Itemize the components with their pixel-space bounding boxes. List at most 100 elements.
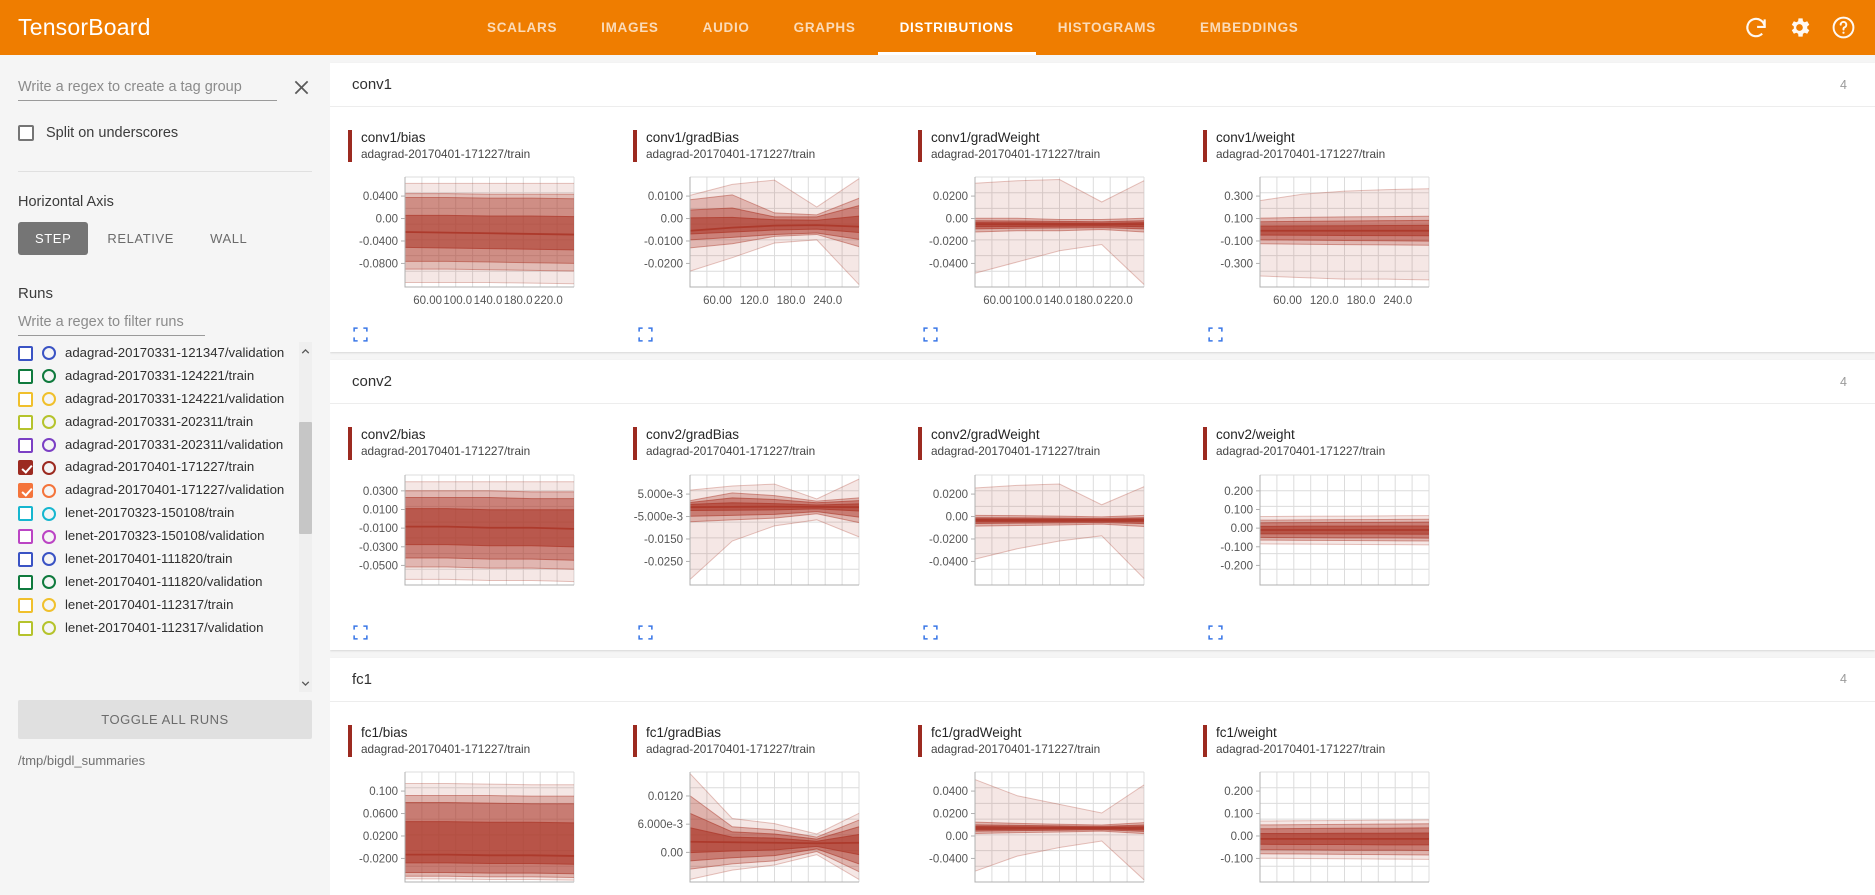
- distribution-plot[interactable]: 0.0200 0.00 -0.0200 -0.0400: [918, 467, 1150, 615]
- tab-histograms[interactable]: HISTOGRAMS: [1057, 20, 1156, 35]
- run-list-item[interactable]: adagrad-20170331-202311/train: [18, 411, 288, 434]
- run-color-circle-icon[interactable]: [42, 483, 56, 498]
- y-tick-label: -0.0200: [359, 854, 398, 866]
- run-color-circle-icon[interactable]: [42, 346, 56, 361]
- run-color-circle-icon[interactable]: [42, 598, 56, 613]
- percentile-edge-line: [974, 829, 1145, 832]
- percentile-edge-line: [689, 228, 860, 235]
- run-color-circle-icon[interactable]: [42, 460, 56, 475]
- tag-group-header[interactable]: conv1 4: [330, 63, 1875, 107]
- expand-chart-icon[interactable]: [352, 326, 615, 348]
- run-checkbox[interactable]: [18, 597, 33, 613]
- run-checkbox[interactable]: [18, 506, 33, 522]
- close-icon[interactable]: [291, 77, 312, 103]
- run-list-item[interactable]: lenet-20170323-150108/train: [18, 502, 288, 525]
- axis-option-relative[interactable]: RELATIVE: [107, 231, 175, 246]
- expand-chart-icon[interactable]: [1207, 624, 1470, 646]
- run-list-item[interactable]: adagrad-20170401-171227/validation: [18, 479, 288, 502]
- distribution-plot[interactable]: 0.0400 0.00 -0.0400 -0.0800 60.00 100.0 140.0 1…: [348, 169, 580, 317]
- tab-audio[interactable]: AUDIO: [702, 20, 750, 35]
- run-list-item[interactable]: lenet-20170401-111820/train: [18, 548, 288, 571]
- run-color-circle-icon[interactable]: [42, 552, 56, 567]
- distribution-plot[interactable]: 0.0300 0.0100 -0.0100 -0.0300 -0.0500: [348, 467, 580, 615]
- distribution-plot[interactable]: 0.0120 6.000e-3 0.00: [633, 764, 865, 895]
- run-color-circle-icon[interactable]: [42, 575, 56, 590]
- run-checkbox[interactable]: [18, 551, 33, 567]
- run-checkbox[interactable]: [18, 437, 33, 453]
- y-tick-label: -0.200: [1220, 560, 1253, 572]
- run-color-circle-icon[interactable]: [42, 506, 56, 521]
- expand-chart-icon[interactable]: [352, 624, 615, 646]
- toggle-all-runs-button[interactable]: TOGGLE ALL RUNS: [18, 700, 312, 739]
- run-list-item[interactable]: adagrad-20170331-121347/validation: [18, 342, 288, 365]
- axis-option-wall[interactable]: WALL: [210, 231, 248, 246]
- scroll-down-icon[interactable]: [299, 674, 312, 692]
- run-color-circle-icon[interactable]: [42, 415, 56, 430]
- run-checkbox[interactable]: [18, 574, 33, 590]
- settings-gear-icon[interactable]: [1787, 15, 1813, 41]
- split-on-underscores-row[interactable]: Split on underscores: [18, 125, 312, 141]
- percentile-edge-line: [405, 261, 575, 265]
- runs-filter-input[interactable]: [18, 312, 205, 336]
- run-list-item[interactable]: lenet-20170401-111820/validation: [18, 571, 288, 594]
- run-checkbox[interactable]: [18, 483, 33, 499]
- run-label: adagrad-20170331-121347/validation: [65, 345, 285, 360]
- expand-chart-icon[interactable]: [922, 624, 1185, 646]
- percentile-edge-line: [689, 497, 860, 504]
- run-list-item[interactable]: adagrad-20170331-124221/train: [18, 365, 288, 388]
- run-color-circle-icon[interactable]: [42, 369, 56, 384]
- distribution-plot[interactable]: 0.0100 0.00 -0.0100 -0.0200 60.00 120.0 180.0 2…: [633, 169, 865, 317]
- run-color-circle-icon[interactable]: [42, 392, 56, 407]
- run-checkbox[interactable]: [18, 460, 33, 476]
- split-on-underscores-checkbox[interactable]: [18, 125, 34, 141]
- tab-scalars[interactable]: SCALARS: [487, 20, 558, 35]
- run-checkbox[interactable]: [18, 414, 33, 430]
- expand-chart-icon[interactable]: [637, 326, 900, 348]
- distribution-plot[interactable]: 0.200 0.100 0.00 -0.100: [1203, 764, 1435, 895]
- run-color-circle-icon[interactable]: [42, 438, 56, 452]
- tag-group-count: 4: [1840, 374, 1847, 389]
- run-color-circle-icon[interactable]: [42, 529, 56, 544]
- run-color-bar-icon: [1203, 724, 1207, 758]
- run-checkbox[interactable]: [18, 529, 33, 545]
- scroll-up-icon[interactable]: [299, 342, 312, 360]
- run-checkbox[interactable]: [18, 620, 33, 636]
- expand-chart-icon[interactable]: [637, 624, 900, 646]
- tag-group-header[interactable]: conv2 4: [330, 360, 1875, 405]
- run-color-circle-icon[interactable]: [42, 621, 56, 636]
- run-checkbox[interactable]: [18, 391, 33, 407]
- run-checkbox[interactable]: [18, 345, 33, 361]
- run-list-item[interactable]: lenet-20170323-150108/validation: [18, 525, 288, 548]
- percentile-edge-line: [974, 821, 1145, 826]
- run-checkbox[interactable]: [18, 368, 33, 384]
- run-list-item[interactable]: adagrad-20170401-171227/train: [18, 456, 288, 479]
- distribution-plot[interactable]: 0.300 0.100 -0.100 -0.300 60.00 120.0 180.0 240…: [1203, 169, 1435, 317]
- tab-distributions[interactable]: DISTRIBUTIONS: [877, 0, 1036, 55]
- y-tick-label: -0.100: [1220, 854, 1253, 866]
- refresh-icon[interactable]: [1743, 15, 1769, 41]
- y-tick-label: 0.00: [1231, 831, 1253, 843]
- axis-option-step[interactable]: STEP: [18, 222, 89, 255]
- distribution-plot[interactable]: 5.000e-3 -5.000e-3 -0.0150 -0.0250: [633, 467, 865, 615]
- distribution-plot[interactable]: 0.100 0.0600 0.0200 -0.0200: [348, 764, 580, 895]
- runs-scrollbar[interactable]: [299, 342, 312, 692]
- run-list-item[interactable]: lenet-20170401-112317/train: [18, 594, 288, 617]
- run-list-item[interactable]: lenet-20170401-112317/validation: [18, 617, 288, 640]
- expand-chart-icon[interactable]: [1207, 326, 1470, 348]
- distribution-plot[interactable]: 0.0400 0.0200 0.00 -0.0400: [918, 764, 1150, 895]
- percentile-edge-line: [405, 282, 575, 285]
- run-list-item[interactable]: adagrad-20170331-124221/validation: [18, 388, 288, 411]
- tag-group-regex-input[interactable]: [18, 77, 277, 101]
- tag-group-header[interactable]: fc1 4: [330, 658, 1875, 702]
- tab-graphs[interactable]: GRAPHS: [793, 20, 856, 35]
- expand-chart-icon[interactable]: [922, 326, 1185, 348]
- help-icon[interactable]: [1831, 15, 1857, 41]
- distribution-plot[interactable]: 0.0200 0.00 -0.0200 -0.0400 60.00 100.0 140.0 1…: [918, 169, 1150, 317]
- percentile-edge-line: [1259, 220, 1430, 223]
- runs-scrollbar-thumb[interactable]: [299, 422, 312, 534]
- tab-embeddings[interactable]: EMBEDDINGS: [1199, 20, 1299, 35]
- run-list-item[interactable]: adagrad-20170331-202311/validation: [18, 434, 288, 457]
- distribution-plot[interactable]: 0.200 0.100 0.00 -0.100 -0.200: [1203, 467, 1435, 615]
- chart-tag-name: conv1/bias: [361, 130, 426, 145]
- tab-images[interactable]: IMAGES: [601, 20, 659, 35]
